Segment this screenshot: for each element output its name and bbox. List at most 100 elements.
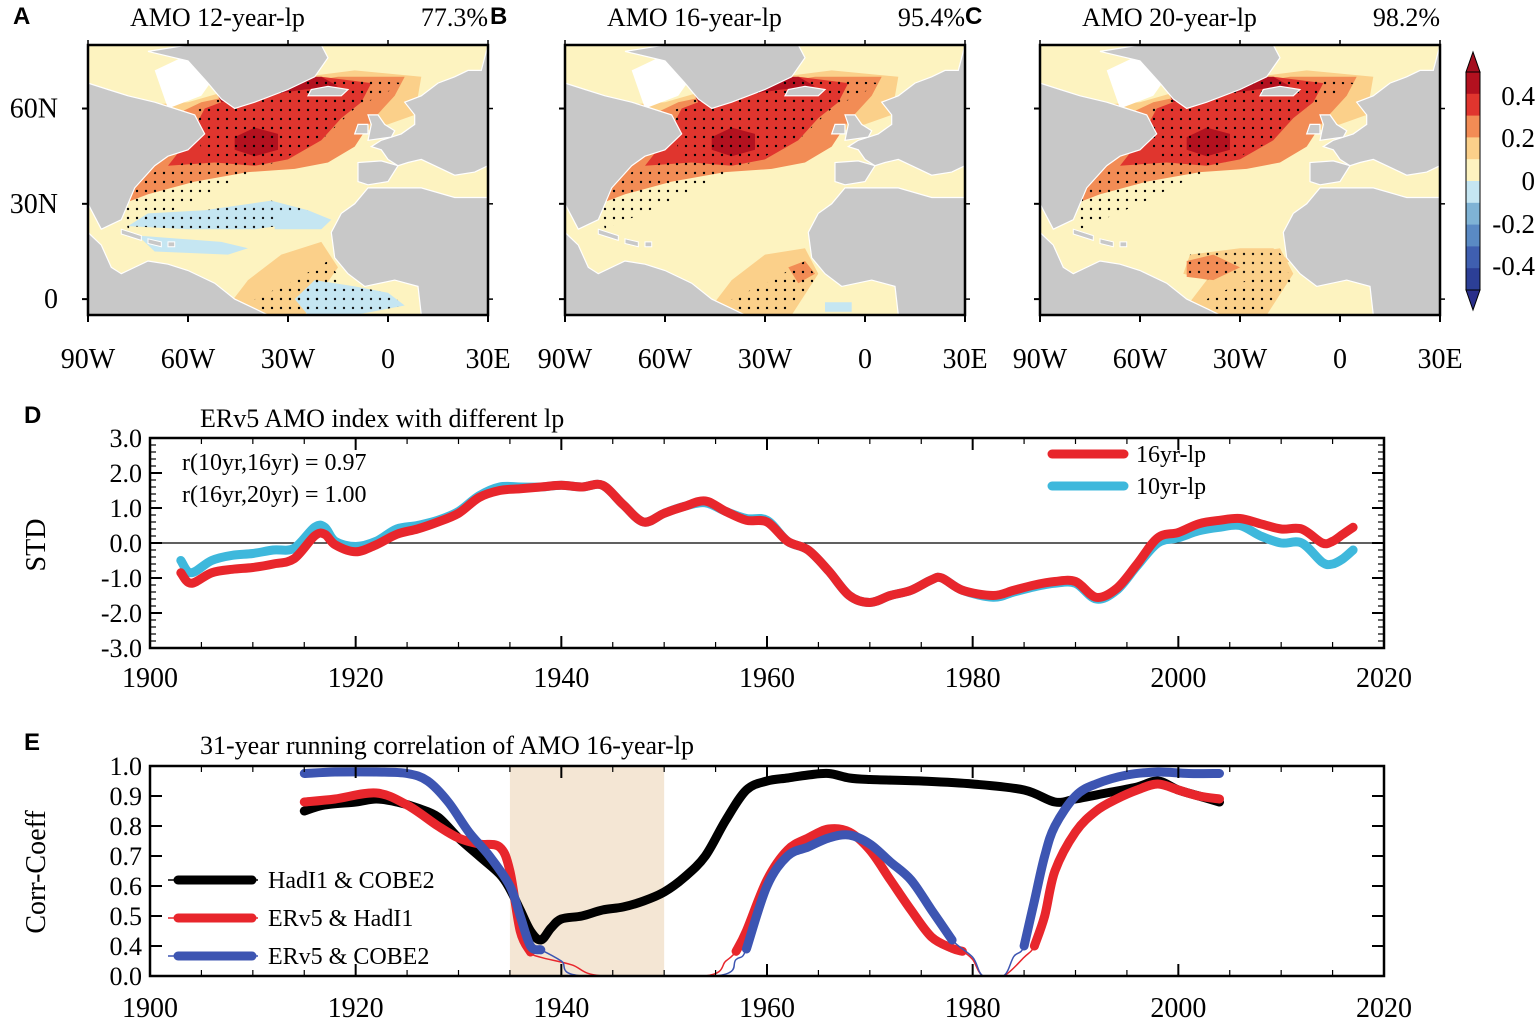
chart-title: 31-year running correlation of AMO 16-ye… xyxy=(200,731,694,760)
sst-contour xyxy=(274,210,332,230)
land-gl xyxy=(1099,45,1281,110)
colorbar-segment xyxy=(1466,202,1480,226)
y-tick-label: 2.0 xyxy=(110,459,143,488)
lon-tick-label: 60W xyxy=(638,344,693,375)
colorbar-segment xyxy=(1466,181,1480,204)
x-tick-label: 1900 xyxy=(122,663,178,694)
panel-letter: C xyxy=(965,3,982,30)
series-line-16yr-lp xyxy=(176,479,1358,607)
colorbar-segment xyxy=(1466,224,1480,247)
x-tick-label: 1920 xyxy=(328,663,384,694)
lon-tick-label: 30W xyxy=(1213,344,1268,375)
land-ice xyxy=(784,85,827,97)
colorbar-label: -0.2 xyxy=(1492,209,1535,239)
panel-letter: E xyxy=(24,729,40,756)
land-na xyxy=(88,45,206,230)
panel-letter: D xyxy=(24,402,41,429)
map-title: AMO 16-year-lp xyxy=(607,3,782,32)
colorbar: 0.4 0.2 0 -0.2 -0.4 xyxy=(1465,50,1535,312)
y-tick-label: -3.0 xyxy=(101,634,142,663)
lat-tick-label: 30N xyxy=(10,189,58,220)
legend-label: HadI1 & COBE2 xyxy=(268,868,435,894)
chart-title: ERv5 AMO index with different lp xyxy=(200,404,564,433)
x-tick-label: 1940 xyxy=(533,663,589,694)
y-tick-label: 1.0 xyxy=(110,494,143,523)
colorbar-label: 0.4 xyxy=(1501,81,1535,111)
y-tick-label: 0.5 xyxy=(110,902,143,931)
colorbar-segment xyxy=(1466,159,1480,182)
lat-tick-label: 0 xyxy=(44,284,58,315)
colorbar-segment xyxy=(1466,268,1480,291)
x-tick-label: 1920 xyxy=(328,993,384,1024)
legend-label: ERv5 & COBE2 xyxy=(268,944,429,970)
legend: 16yr-lp 10yr-lp xyxy=(1047,442,1206,500)
land-uk xyxy=(844,114,873,142)
land-uk xyxy=(1319,114,1348,142)
x-tick-label: 2020 xyxy=(1356,993,1412,1024)
lon-tick-label: 30E xyxy=(1417,344,1462,375)
x-tick-label: 1980 xyxy=(945,663,1001,694)
sst-contour xyxy=(138,235,248,255)
x-tick-label: 1980 xyxy=(945,993,1001,1024)
colorbar-segment xyxy=(1466,246,1480,269)
y-tick-label: 0.4 xyxy=(110,932,143,961)
map-title: AMO 12-year-lp xyxy=(130,3,305,32)
y-tick-label: -1.0 xyxy=(101,564,142,593)
land-gl xyxy=(147,45,329,110)
lon-tick-label: 30E xyxy=(465,344,510,375)
map-percent: 98.2% xyxy=(1373,3,1440,32)
x-tick-label: 1900 xyxy=(122,993,178,1024)
panel-d-chart: D ERv5 AMO index with different lp 3.0 2.0 1… xyxy=(21,402,1412,694)
lon-tick-label: 0 xyxy=(381,344,395,375)
x-tick-label: 2000 xyxy=(1150,993,1206,1024)
land-ir xyxy=(830,123,846,135)
lon-tick-label: 90W xyxy=(61,344,116,375)
panel-letter: A xyxy=(13,3,30,30)
colorbar-segment xyxy=(1466,93,1480,117)
map-panel-a: 90W 60W 30W 0 30E A AMO 12-year-lp 77.3% xyxy=(13,3,511,375)
lon-tick-label: 30W xyxy=(738,344,793,375)
y-tick-label: -2.0 xyxy=(101,599,142,628)
x-tick-label: 2000 xyxy=(1150,663,1206,694)
land-ir xyxy=(1305,123,1321,135)
colorbar-label: 0 xyxy=(1522,166,1535,196)
series-line-ERv5 & COBE2 xyxy=(741,830,957,954)
land-af xyxy=(1282,187,1440,315)
land-ib xyxy=(357,160,399,186)
lon-tick-label: 90W xyxy=(538,344,593,375)
y-tick-label: 0.7 xyxy=(110,842,143,871)
y-tick-label: 0.0 xyxy=(110,962,143,991)
y-tick-label: 1.0 xyxy=(110,752,143,781)
x-tick-label: 1960 xyxy=(739,993,795,1024)
lon-tick-label: 0 xyxy=(1333,344,1347,375)
y-tick-label: 0.8 xyxy=(110,812,143,841)
x-tick-label: 1940 xyxy=(533,993,589,1024)
annotation: r(10yr,16yr) = 0.97 xyxy=(182,450,367,476)
colorbar-segment xyxy=(1466,115,1480,138)
land-ice xyxy=(307,85,350,97)
y-tick-label: 0.6 xyxy=(110,872,143,901)
map-panel-b: 90W 60W 30W 0 30E B AMO 16-year-lp 95.4% xyxy=(490,3,988,375)
x-tick-label: 2020 xyxy=(1356,663,1412,694)
map-title: AMO 20-year-lp xyxy=(1082,3,1257,32)
land-eu xyxy=(846,45,965,176)
panel-e-chart: E 31-year running correlation of AMO 16-y… xyxy=(21,729,1412,1024)
lon-tick-label: 30E xyxy=(942,344,987,375)
colorbar-label: -0.4 xyxy=(1492,251,1535,281)
panel-letter: B xyxy=(490,3,507,30)
land-eu xyxy=(369,45,488,176)
lon-tick-label: 0 xyxy=(858,344,872,375)
lon-tick-label: 60W xyxy=(161,344,216,375)
series-line-ERv5 & COBE2 xyxy=(1019,767,1224,951)
lat-tick-label: 60N xyxy=(10,94,58,125)
legend-label: 10yr-lp xyxy=(1136,474,1206,500)
lon-tick-label: 60W xyxy=(1113,344,1168,375)
series-thin-ERv5 & COBE2 xyxy=(304,771,1220,976)
series-line-ERv5 & COBE2 xyxy=(299,767,546,955)
y-axis-label: STD xyxy=(21,519,52,572)
y-axis-label: Corr-Coeff xyxy=(21,810,52,934)
lon-tick-label: 30W xyxy=(261,344,316,375)
sst-contour xyxy=(825,302,852,312)
legend-label: 16yr-lp xyxy=(1136,442,1206,468)
